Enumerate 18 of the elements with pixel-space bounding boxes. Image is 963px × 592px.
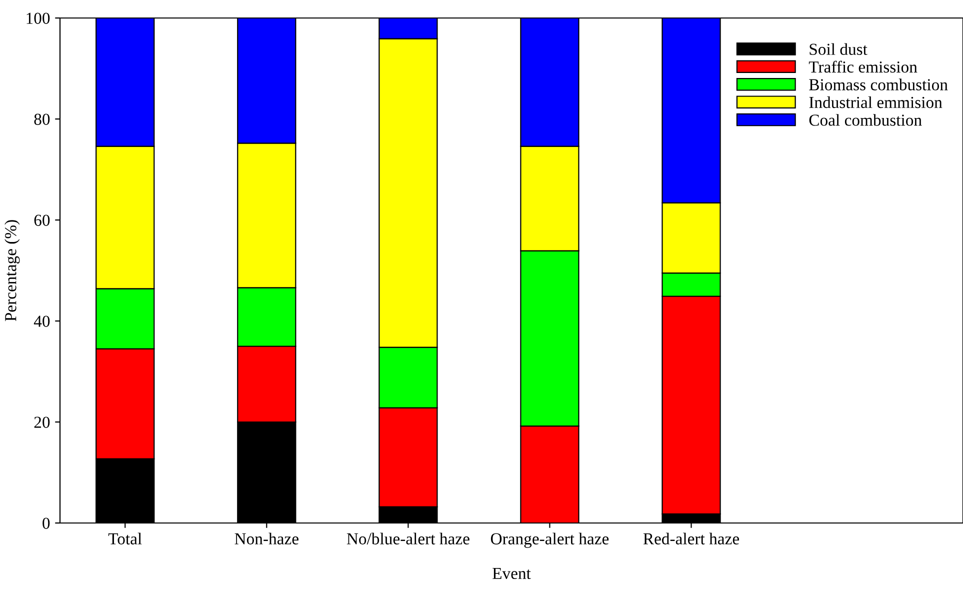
y-tick-label: 80	[34, 114, 50, 125]
legend-label: Coal combustion	[809, 114, 922, 126]
y-tick-label: 0	[42, 518, 50, 529]
y-tick-label: 100	[26, 12, 50, 24]
x-tick-label: Orange-alert haze	[490, 532, 609, 548]
x-tick-label: No/blue-alert haze	[346, 532, 470, 544]
legend-label: Traffic emission	[808, 60, 918, 73]
x-axis-title: Event	[492, 568, 531, 580]
legend-label: Biomass combustion	[809, 78, 948, 90]
x-tick-label: Total	[108, 532, 142, 544]
legend-label: Soil dust	[810, 43, 868, 55]
x-tick-label: Red-alert haze	[643, 532, 740, 544]
y-tick-label: 40	[34, 316, 50, 327]
y-tick-label: 60	[34, 214, 50, 226]
legend-label: Industrial emmision	[809, 96, 942, 108]
y-tick-label: 20	[34, 416, 50, 428]
y-axis-title: Percentage (%)	[4, 220, 20, 322]
x-tick-label: Non-haze	[234, 532, 298, 544]
